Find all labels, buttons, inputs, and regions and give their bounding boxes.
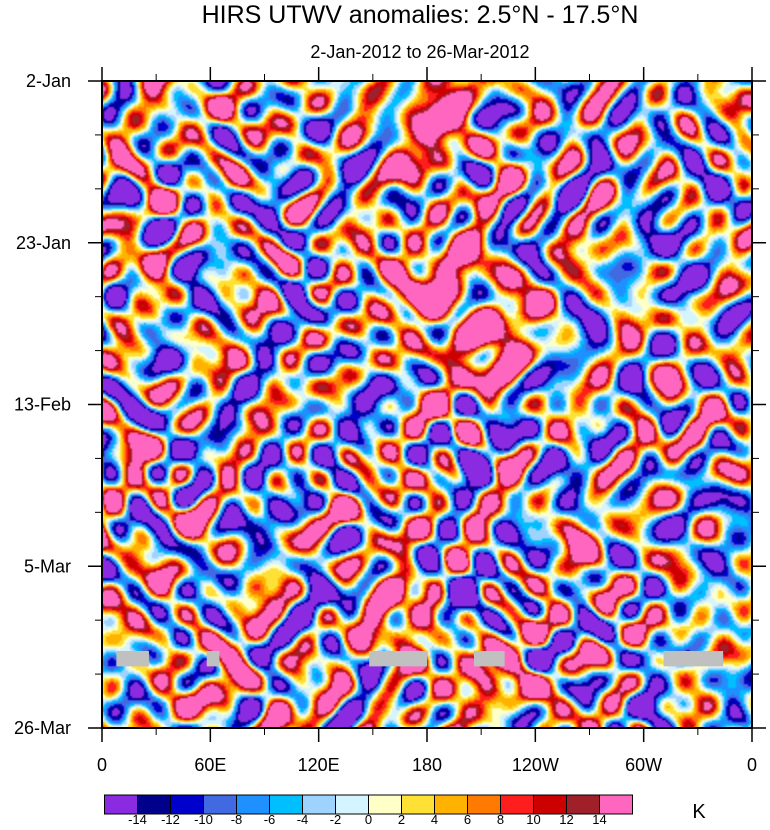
colorbar-box (467, 794, 501, 815)
colorbar-label: -12 (161, 812, 180, 827)
x-tick-label: 0 (747, 755, 757, 775)
chart-title: HIRS UTWV anomalies: 2.5°N - 17.5°N (202, 1, 639, 29)
colorbar-label: -10 (194, 812, 213, 827)
colorbar-label: -6 (264, 812, 276, 827)
colorbar-label: -2 (330, 812, 342, 827)
colorbar-label: 0 (365, 812, 372, 827)
colorbar-label: 14 (592, 812, 606, 827)
y-tick-label: 13-Feb (14, 395, 71, 415)
x-tick-label: 120E (298, 755, 340, 775)
y-tick-label: 5-Mar (24, 556, 71, 576)
colorbar-label: 6 (464, 812, 471, 827)
y-tick-label: 2-Jan (26, 71, 71, 91)
colorbar-label: -14 (128, 812, 147, 827)
chart-subtitle: 2-Jan-2012 to 26-Mar-2012 (310, 42, 529, 62)
missing-data-box (116, 650, 149, 667)
colorbar-label: -8 (231, 812, 243, 827)
colorbar-label: 10 (526, 812, 540, 827)
missing-data-layer (116, 650, 724, 667)
x-tick-label: 120W (512, 755, 559, 775)
colorbar-label: 12 (559, 812, 573, 827)
colorbar-unit: K (692, 801, 706, 823)
heatmap-plot-area (101, 80, 753, 729)
x-tick-label: 60W (625, 755, 662, 775)
colorbar-box (368, 794, 402, 815)
colorbar-box (401, 794, 435, 815)
x-axis: 0 60E 120E 180 120W 60W 0 (97, 67, 757, 775)
colorbar-box (599, 794, 633, 815)
y-tick-label: 23-Jan (16, 233, 71, 253)
y-tick-label: 26-Mar (14, 718, 71, 738)
colorbar-boxes (104, 794, 633, 815)
missing-data-box (473, 650, 505, 667)
colorbar-box (434, 794, 468, 815)
colorbar-label: 8 (497, 812, 504, 827)
x-tick-label: 180 (412, 755, 442, 775)
colorbar-label: 4 (431, 812, 438, 827)
colorbar-label: -4 (297, 812, 309, 827)
missing-data-box (206, 650, 220, 667)
colorbar: -14 -12 -10 -8 -6 -4 -2 0 2 4 6 8 10 12 14 K (104, 794, 706, 827)
missing-data-box (369, 650, 427, 667)
colorbar-labels: -14 -12 -10 -8 -6 -4 -2 0 2 4 6 8 10 12 14 (128, 812, 607, 827)
x-tick-label: 60E (194, 755, 226, 775)
x-tick-label: 0 (97, 755, 107, 775)
heatmap-field (102, 81, 752, 728)
missing-data-box (663, 650, 724, 667)
colorbar-label: 2 (398, 812, 405, 827)
y-axis: 2-Jan 23-Jan 13-Feb 5-Mar 26-Mar (14, 71, 766, 738)
